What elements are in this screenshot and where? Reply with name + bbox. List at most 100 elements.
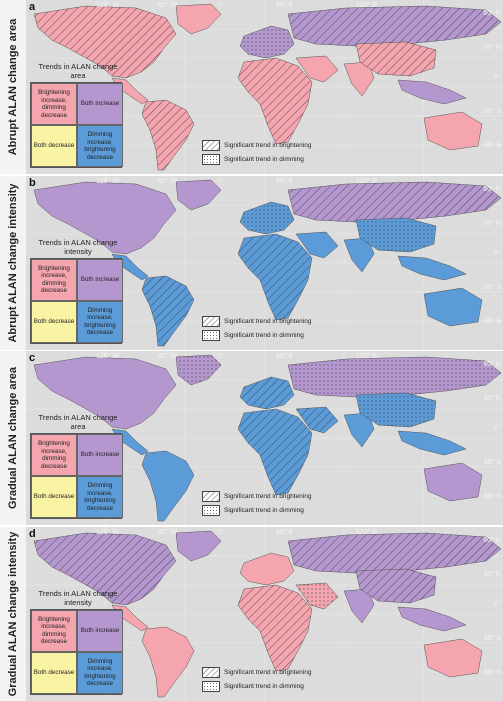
brightening-hatch-africa [238, 584, 312, 671]
dimming-key-label: Significant trend in dimming [224, 682, 304, 690]
legend-cell: Both decrease [31, 125, 77, 167]
legend-cell: Dimming increase, brightening decrease [77, 651, 123, 694]
legend-title: Trends in ALAN change intensity [38, 237, 118, 256]
legend-grid: Brightening increase, dimming decrease Bo… [30, 433, 123, 519]
meridian-label: 120° W [96, 177, 120, 185]
legend-cell: Brightening increase, dimming decrease [31, 83, 77, 125]
panel-side-title: Abrupt ALAN change intensity [7, 182, 19, 343]
dimming-key-label: Significant trend in dimming [224, 156, 304, 163]
brightening-hatch-south-america [142, 100, 194, 170]
brightening-hatch-russia [288, 532, 501, 573]
brightening-key-label: Significant trend in brightening [224, 142, 312, 149]
meridian-label: 60° E [276, 528, 294, 536]
meridian-label: 60° W [158, 177, 178, 185]
parallel-label: 60° N [483, 185, 501, 193]
world-map: 120° W 60° W 0° 60° E 120° E 60° N 30° N 0° 30° … [26, 526, 503, 701]
panel-side-title: Gradual ALAN change intensity [7, 531, 19, 696]
brightening-hatch-africa [238, 233, 312, 320]
brightening-key: Significant trend in brightening [202, 315, 311, 327]
dimming-key: Significant trend in dimming [202, 505, 304, 516]
panel-letter: a [29, 1, 36, 13]
legend-cell: Dimming increase, brightening decrease [77, 476, 123, 518]
brightening-key: Significant trend in brightening [202, 140, 311, 151]
region-south-america [141, 450, 195, 522]
legend-cell: Both decrease [31, 476, 77, 518]
meridian-label: 120° W [96, 2, 120, 9]
brightening-hatch-europe [240, 377, 294, 409]
map-panel-c: Gradual ALAN change area 120° W 60° W 0° 60°… [0, 351, 503, 525]
panel-side-label: Abrupt ALAN change area [0, 0, 26, 174]
legend-cell: Dimming increase, brightening decrease [77, 300, 123, 343]
legend-cell: Both decrease [31, 651, 77, 694]
hatch-swatch-icon [202, 140, 220, 151]
region-se-asia [397, 430, 467, 456]
brightening-hatch-china [356, 42, 436, 76]
world-map: 120° W 60° W 0° 60° E 120° E 60° N 30° N 0° 30° … [26, 351, 503, 525]
map-panel-b: Abrupt ALAN change intensity 120° W 60° W 0… [0, 175, 503, 350]
hatch-swatch-icon [202, 666, 220, 678]
parallel-label: 30° S [483, 108, 501, 115]
dimming-key: Significant trend in dimming [202, 680, 304, 692]
legend-cell: Both decrease [31, 300, 77, 343]
region-greenland [175, 530, 222, 561]
parallel-label: 30° S [483, 459, 501, 466]
trend-legend: Trends in ALAN change intensity Brighteni… [30, 589, 123, 695]
parallel-label: 60° N [483, 361, 501, 368]
brightening-hatch-north-america [34, 6, 176, 78]
brightening-hatch-china [356, 568, 436, 603]
dimming-dots-china [356, 393, 436, 427]
parallel-label: 0° [494, 600, 501, 608]
legend-grid: Brightening increase, dimming decrease Bo… [30, 608, 123, 695]
panel-side-title: Abrupt ALAN change area [7, 18, 19, 156]
brightening-hatch-africa [238, 58, 312, 144]
parallel-label: 60° N [483, 536, 501, 544]
legend-grid: Brightening increase, dimming decrease Bo… [30, 257, 123, 344]
region-australia [423, 111, 483, 151]
panel-side-label: Gradual ALAN change area [0, 351, 26, 525]
meridian-label: 0° [218, 353, 225, 360]
parallel-label: 30° N [483, 395, 501, 402]
world-map-svg [26, 0, 503, 174]
brightening-hatch-north-america [34, 532, 176, 605]
parallel-label: 0° [494, 74, 501, 81]
region-europe [239, 552, 295, 585]
brightening-hatch-russia [288, 6, 501, 46]
panel-side-label: Gradual ALAN change intensity [0, 526, 26, 701]
dots-swatch-icon [202, 329, 220, 341]
meridian-label: 120° E [356, 2, 378, 9]
brightening-hatch-russia [288, 181, 501, 222]
brightening-hatch-south-america [142, 275, 194, 346]
dimming-key: Significant trend in dimming [202, 329, 304, 341]
parallel-label: 60° S [483, 317, 501, 325]
world-map-svg [26, 175, 503, 350]
panel-letter: b [29, 176, 36, 189]
legend-cell: Both increase [77, 258, 123, 301]
world-map: 120° W 60° W 0° 60° E 120° E 60° N 30° N 0° 30° … [26, 0, 503, 174]
map-panel-a: Abrupt ALAN change area 120° W 60° W 0° 60° … [0, 0, 503, 174]
meridian-label: 60° E [276, 353, 294, 360]
legend-cell: Both increase [77, 434, 123, 476]
dimming-dots-europe [240, 201, 294, 234]
world-map: 120° W 60° W 0° 60° E 120° E 60° N 30° N 0° 30° … [26, 175, 503, 350]
brightening-hatch-africa [238, 409, 312, 495]
map-panel-d: Gradual ALAN change intensity 120° W 60° W… [0, 526, 503, 701]
dimming-key-label: Significant trend in dimming [224, 507, 304, 514]
region-australia [423, 287, 483, 326]
region-north-america [33, 181, 177, 254]
panel-side-label: Abrupt ALAN change intensity [0, 175, 26, 350]
legend-cell: Brightening increase, dimming decrease [31, 434, 77, 476]
parallel-label: 30° N [483, 219, 501, 227]
region-greenland [175, 179, 222, 210]
dimming-key-label: Significant trend in dimming [224, 331, 304, 339]
hatch-swatch-icon [202, 491, 220, 502]
parallel-label: 0° [494, 425, 501, 432]
meridian-label: 60° W [158, 528, 178, 536]
legend-cell: Both increase [77, 609, 123, 652]
legend-cell: Brightening increase, dimming decrease [31, 609, 77, 652]
meridian-label: 0° [218, 177, 225, 185]
parallel-label: 30° N [483, 570, 501, 578]
legend-cell: Dimming increase, brightening decrease [77, 125, 123, 167]
parallel-label: 60° S [483, 493, 501, 500]
dimming-dots-greenland [176, 355, 221, 385]
region-se-asia [397, 79, 467, 105]
